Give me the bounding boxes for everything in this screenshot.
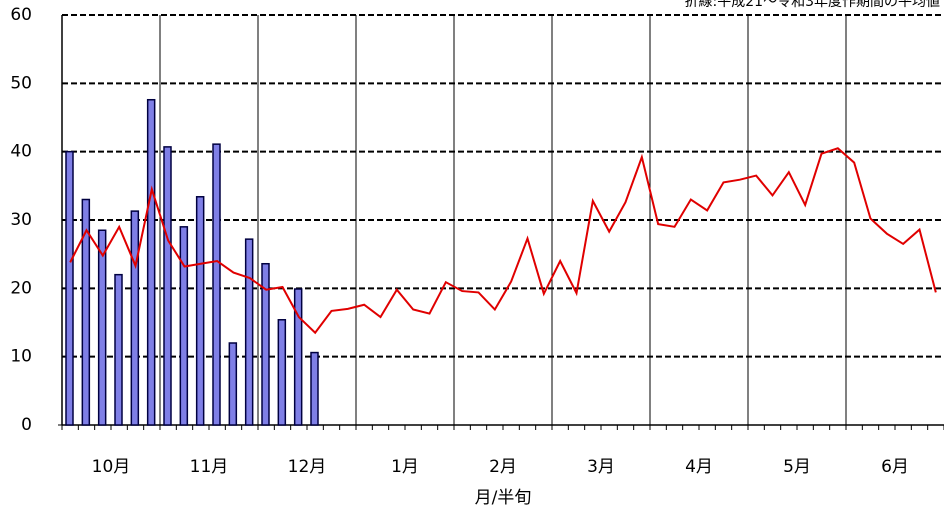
- y-tick-label: 0: [21, 415, 32, 435]
- y-tick-label: 30: [10, 210, 32, 230]
- y-tick-label: 10: [10, 347, 32, 367]
- bar: [163, 146, 172, 426]
- x-tick-label: 3月: [587, 457, 615, 477]
- bar: [244, 238, 254, 426]
- bar: [310, 351, 319, 426]
- y-tick-label: 40: [10, 142, 32, 162]
- x-axis-label: 月/半旬: [475, 488, 532, 508]
- bar: [195, 196, 205, 426]
- bar: [114, 273, 123, 426]
- y-tick-label: 50: [10, 73, 32, 93]
- x-tick-label: 6月: [881, 457, 909, 477]
- x-tick-label: 10月: [92, 457, 131, 477]
- bar: [81, 198, 91, 426]
- bar: [277, 319, 287, 426]
- bar: [97, 229, 107, 426]
- line: [69, 147, 937, 335]
- x-tick-label: 12月: [288, 457, 327, 477]
- y-tick-label: 20: [10, 278, 32, 298]
- y-tick-label: 60: [10, 5, 32, 25]
- x-tick-label: 11月: [190, 457, 229, 477]
- bar: [65, 150, 74, 426]
- bar: [228, 342, 238, 426]
- bar: [146, 98, 156, 426]
- x-tick-label: 4月: [685, 457, 713, 477]
- bar: [179, 226, 189, 426]
- bar: [261, 262, 270, 426]
- bar: [212, 143, 221, 426]
- x-tick-label: 2月: [489, 457, 517, 477]
- bar: [130, 210, 140, 426]
- x-tick-label: 5月: [783, 457, 811, 477]
- bar: [293, 288, 303, 426]
- x-tick-label: 1月: [391, 457, 419, 477]
- note: 折線:平成21～令和3年度作期間の平均値: [685, 0, 940, 10]
